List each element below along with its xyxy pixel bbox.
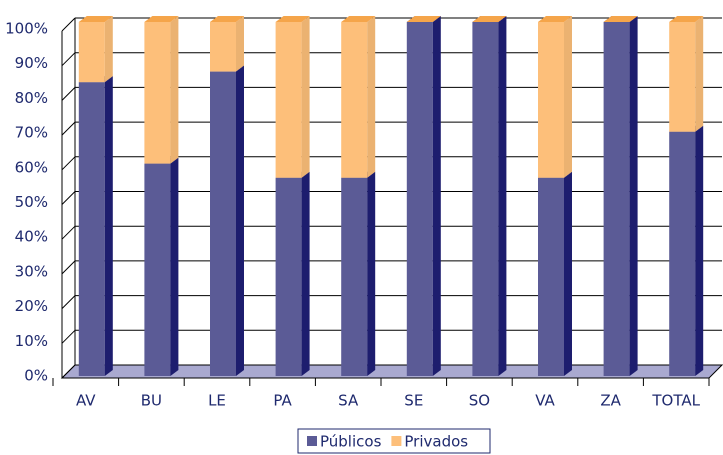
bar-side — [104, 76, 113, 377]
bar — [144, 163, 171, 376]
bar — [275, 22, 302, 178]
legend-swatch — [391, 436, 402, 446]
x-tick-label: SO — [469, 392, 490, 410]
y-tick-label: 90% — [15, 54, 48, 72]
y-tick-label: 10% — [15, 332, 48, 350]
x-tick-label: PA — [273, 392, 292, 410]
x-tick-label: TOTAL — [651, 392, 700, 410]
bar — [603, 22, 630, 376]
grid-line-side — [61, 295, 76, 309]
bar-side — [695, 16, 704, 132]
bar-top — [78, 16, 113, 22]
y-tick-label: 30% — [15, 262, 48, 280]
legend-label: Públicos — [320, 433, 382, 451]
bar — [472, 22, 499, 376]
bar-top — [144, 16, 179, 22]
bar-top — [669, 16, 704, 22]
grid-line-side — [61, 52, 76, 67]
y-tick-label: 20% — [15, 297, 48, 315]
bar-side — [236, 16, 244, 72]
x-tick-label: AV — [76, 392, 96, 410]
legend-label: Privados — [404, 433, 468, 451]
bar-top — [472, 16, 507, 22]
bar-side — [367, 16, 376, 178]
grid-line-side — [61, 191, 76, 205]
x-tick-label: VA — [535, 392, 555, 410]
bar-top — [538, 16, 572, 22]
bar — [78, 82, 105, 377]
bar — [144, 22, 171, 164]
bar — [538, 177, 564, 376]
bar-top — [210, 16, 244, 22]
bar-side — [367, 171, 376, 376]
bar — [669, 131, 696, 376]
grid-line-side — [61, 121, 76, 136]
bar-side — [170, 157, 179, 376]
bar-side — [498, 16, 507, 376]
y-tick-label: 100% — [5, 20, 48, 38]
grid-line-side — [61, 329, 76, 344]
x-tick-label: SA — [338, 392, 359, 410]
legend-swatch — [307, 436, 317, 446]
legend-box — [297, 428, 491, 454]
y-tick-label: 70% — [15, 124, 48, 142]
bar — [275, 177, 302, 376]
x-tick-label: ZA — [600, 392, 621, 410]
x-tick-label: SE — [404, 392, 423, 410]
bar — [210, 22, 236, 72]
y-tick-label: 40% — [15, 228, 48, 246]
bar-side — [564, 171, 572, 376]
y-tick-label: 50% — [15, 193, 48, 211]
bar-top — [406, 16, 441, 22]
bar — [538, 22, 564, 178]
bar-side — [564, 16, 572, 178]
bar-side — [695, 125, 704, 377]
bar-side — [104, 16, 113, 83]
bar-side — [301, 171, 310, 376]
bar-top — [603, 16, 638, 22]
y-tick-label: 80% — [15, 89, 48, 107]
grid-line-side — [61, 17, 76, 32]
bar — [210, 71, 236, 376]
grid-line-side — [61, 364, 76, 379]
grid-line-side — [61, 260, 76, 275]
y-tick-label: 0% — [24, 367, 48, 385]
bar-top — [341, 16, 376, 22]
bar — [669, 22, 696, 132]
bar — [341, 22, 368, 178]
bar-side — [301, 16, 310, 178]
bar — [406, 22, 433, 376]
y-tick-label: 60% — [15, 158, 48, 176]
x-tick-label: LE — [208, 392, 226, 410]
bar-top — [275, 16, 310, 22]
x-tick-label: BU — [141, 392, 162, 410]
bar — [78, 22, 105, 83]
bar — [341, 177, 368, 376]
grid-line-side — [61, 87, 76, 101]
grid-line-side — [61, 225, 76, 240]
bar-side — [629, 16, 638, 376]
grid-line-side — [61, 156, 76, 171]
bar-side — [236, 65, 244, 376]
bar-side — [432, 16, 441, 376]
bar-side — [170, 16, 179, 164]
